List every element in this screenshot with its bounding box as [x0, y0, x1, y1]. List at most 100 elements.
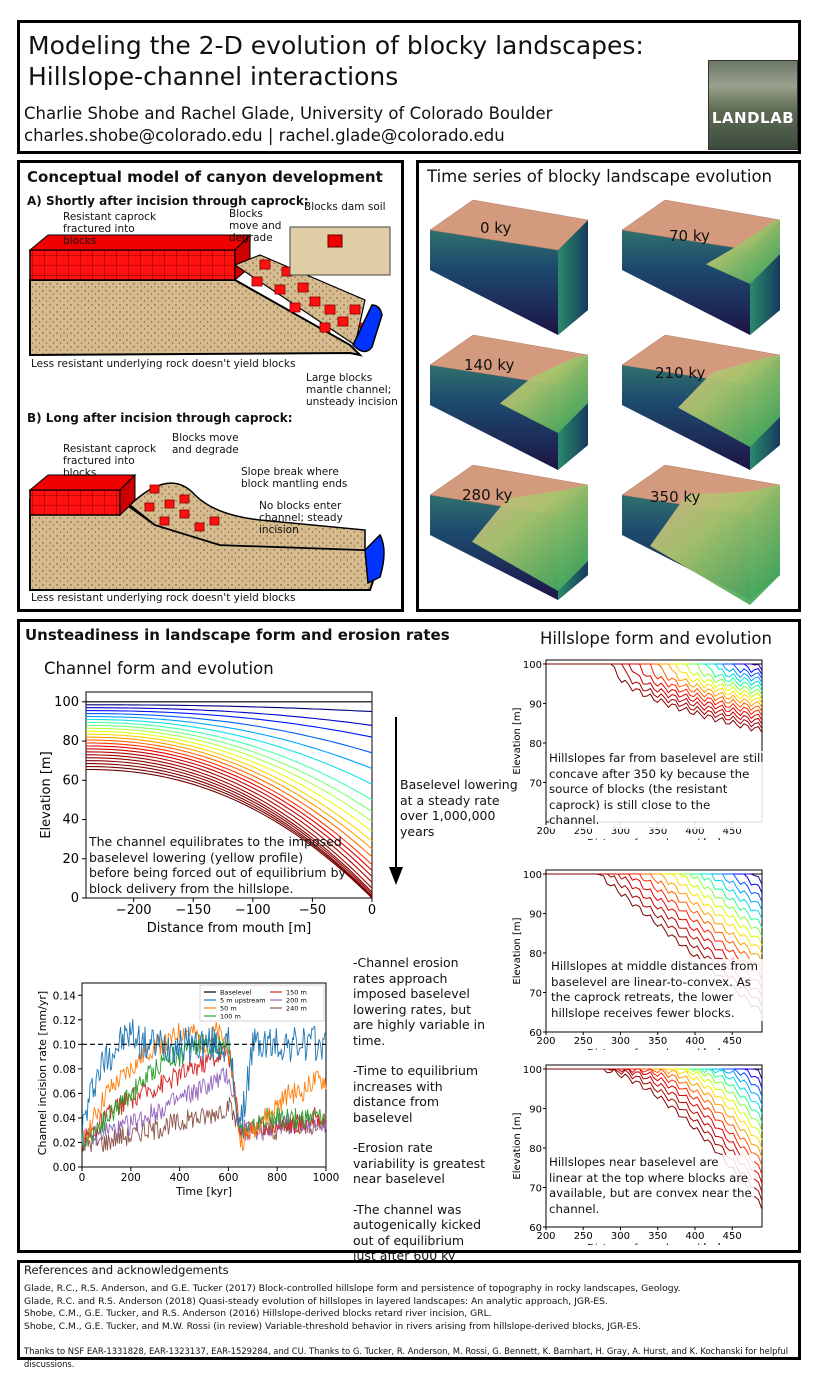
- channel-ytick-label-5: 100: [54, 695, 79, 710]
- a-inset: [289, 226, 391, 276]
- rate-ytick-label-2: 0.04: [53, 1113, 77, 1125]
- logo-text: LANDLAB: [711, 109, 795, 127]
- frame-top: [429, 199, 589, 251]
- rate-legend-label-1: 5 m upstream: [220, 997, 266, 1005]
- a-soil-wedge: [233, 254, 366, 346]
- hill-xtick-label-1-1: 250: [574, 1036, 593, 1047]
- rate-ytick-label-4: 0.08: [53, 1064, 76, 1076]
- rate-legend-label-4: 150 m: [286, 989, 307, 997]
- channel-profile-8: [86, 724, 373, 813]
- hill-profile-0-1: [546, 663, 763, 671]
- channel-profile-chart: −200 −150 −100 −50 0 0 20 40 60 80 100 Distance fro…: [39, 691, 376, 936]
- author-block: Charlie Shobe and Rachel Glade, Universi…: [24, 103, 552, 147]
- b-caprock: [29, 489, 121, 516]
- timeseries-frame-3: [621, 334, 781, 470]
- reference-4: Shobe, C.M., G.E. Tucker, and M.W. Rossi…: [24, 1320, 641, 1332]
- acknowledgements: Thanks to NSF EAR-1331828, EAR-1323137, …: [24, 1346, 789, 1369]
- hill-profile-0-6: [546, 663, 763, 692]
- rate-plot-frame: [81, 982, 327, 1168]
- frame-canyon-slope: [706, 220, 780, 284]
- hill-xtick-label-2-2: 300: [611, 1231, 630, 1242]
- timeseries-label-3: 210 ky: [655, 364, 706, 382]
- hill-ytick-label-0-1: 80: [529, 739, 542, 750]
- channel-profile-19: [85, 757, 373, 893]
- reference-2: Glade, R.C. and R.S. Anderson (2018) Qua…: [24, 1295, 608, 1307]
- rate-ylabel: Channel incision rate [mm/yr]: [36, 991, 49, 1155]
- conceptual-heading: Conceptual model of canyon development: [27, 168, 383, 186]
- hill-profile-2-8: [546, 1068, 763, 1141]
- rate-xtick-label-3: 600: [218, 1172, 238, 1184]
- timeseries-heading: Time series of blocky landscape evolutio…: [427, 167, 773, 186]
- channel-ytick-label-4: 80: [62, 734, 79, 749]
- rate-legend-label-0: Baselevel: [220, 989, 251, 997]
- hill-xtick-label-0-1: 250: [574, 826, 593, 837]
- rate-ytick-label-1: 0.02: [53, 1137, 76, 1149]
- channel-profile-12: [85, 736, 373, 850]
- hill-xtick-label-2-4: 400: [685, 1231, 704, 1242]
- rate-xtick-label-5: 1000: [313, 1172, 340, 1184]
- baselevel-arrow: [389, 717, 403, 885]
- hill-xtick-label-2-1: 250: [574, 1231, 593, 1242]
- hill-ytick-label-0-0: 70: [529, 778, 542, 789]
- hill-ytick-label-2-0: 60: [529, 1223, 542, 1234]
- channel-profile-2: [86, 707, 373, 726]
- hill-profile-2-5: [546, 1068, 763, 1115]
- channel-profile-21: [86, 763, 373, 897]
- rate-series-3: [81, 1033, 327, 1151]
- hill-xtick-label-1-4: 400: [685, 1036, 704, 1047]
- bullet-3: -Erosion rate variability is greatest ne…: [353, 1140, 486, 1186]
- channel-profile-16: [86, 748, 373, 877]
- a-mantle-label: Large blocks mantle channel; unsteady in…: [306, 372, 398, 408]
- hillslope-chart-middle: 200 250 300 350 400 450 60 70 80 90 100 Distance fr…: [512, 869, 763, 1050]
- incision-rate-chart: 0 200 400 600 800 1000 0.00 0.02 0.04 0.06 0.08 0.1…: [36, 982, 340, 1198]
- hill-xlabel-1: Distance from channel [m]: [587, 1048, 721, 1050]
- a-channel: [352, 304, 383, 353]
- hillslope-chart-far: 200 250 300 350 400 450 70 80 90 100 Distance from…: [512, 659, 763, 840]
- timeseries-frame-2: [429, 334, 589, 470]
- landlab-logo: LANDLAB: [708, 60, 798, 150]
- channel-profile-22: [86, 766, 373, 898]
- a-dam-label: Blocks dam soil: [304, 201, 386, 213]
- hill-ytick-label-1-4: 100: [523, 870, 542, 881]
- timeseries-frame-4: [429, 464, 589, 600]
- channel-profile-18: [86, 754, 373, 889]
- references-panel: [17, 1260, 801, 1360]
- hill-profile-2-9: [546, 1068, 763, 1149]
- timeseries-label-0: 0 ky: [480, 219, 512, 237]
- hill-xtick-label-2-3: 350: [648, 1231, 667, 1242]
- title-line-2: Hillslope-channel interactions: [28, 62, 399, 91]
- rate-xtick-label-1: 200: [121, 1172, 141, 1184]
- hill-ytick-label-0-2: 90: [529, 699, 542, 710]
- panel-b-label: B) Long after incision through caprock:: [27, 411, 293, 425]
- a-move-label: Blocks move and degrade: [229, 208, 282, 244]
- rate-ytick-label-5: 0.10: [53, 1039, 76, 1051]
- channel-ytick-label-1: 20: [62, 852, 79, 867]
- hill-ytick-label-2-4: 100: [523, 1065, 542, 1076]
- b-channel: [364, 533, 385, 585]
- a-underlying-label: Less resistant underlying rock doesn't y…: [31, 358, 296, 370]
- b-break-label: Slope break where block mantling ends: [241, 466, 348, 490]
- panel-a-label: A) Shortly after incision through caproc…: [27, 194, 309, 208]
- channel-profile-15: [86, 745, 373, 871]
- hill-xtick-label-1-3: 350: [648, 1036, 667, 1047]
- hill-ytick-label-0-3: 100: [523, 660, 542, 671]
- channel-ylabel: Elevation [m]: [39, 751, 54, 838]
- rate-xlabel: Time [kyr]: [175, 1185, 232, 1198]
- frame-canyon-slope: [472, 485, 588, 591]
- rate-xtick-label-4: 800: [267, 1172, 287, 1184]
- rate-ytick-label-3: 0.06: [53, 1088, 77, 1100]
- timeseries-frames: [429, 199, 781, 605]
- channel-xtick-label-2: −100: [235, 903, 271, 918]
- a-caprock-label: Resistant caprock fractured into blocks: [63, 211, 157, 247]
- frame-canyon-slope: [500, 355, 588, 433]
- channel-profile-17: [85, 751, 373, 883]
- channel-xtick-label-0: −200: [116, 903, 152, 918]
- rate-series-5: [81, 1067, 327, 1152]
- rate-ytick-label-7: 0.14: [53, 990, 77, 1002]
- channel-profile-3: [86, 710, 373, 738]
- frame-canyon-slope: [650, 485, 780, 605]
- hill-profile-2-6: [546, 1068, 763, 1123]
- channel-profile-9: [86, 727, 373, 822]
- hill-xtick-label-1-0: 200: [536, 1036, 555, 1047]
